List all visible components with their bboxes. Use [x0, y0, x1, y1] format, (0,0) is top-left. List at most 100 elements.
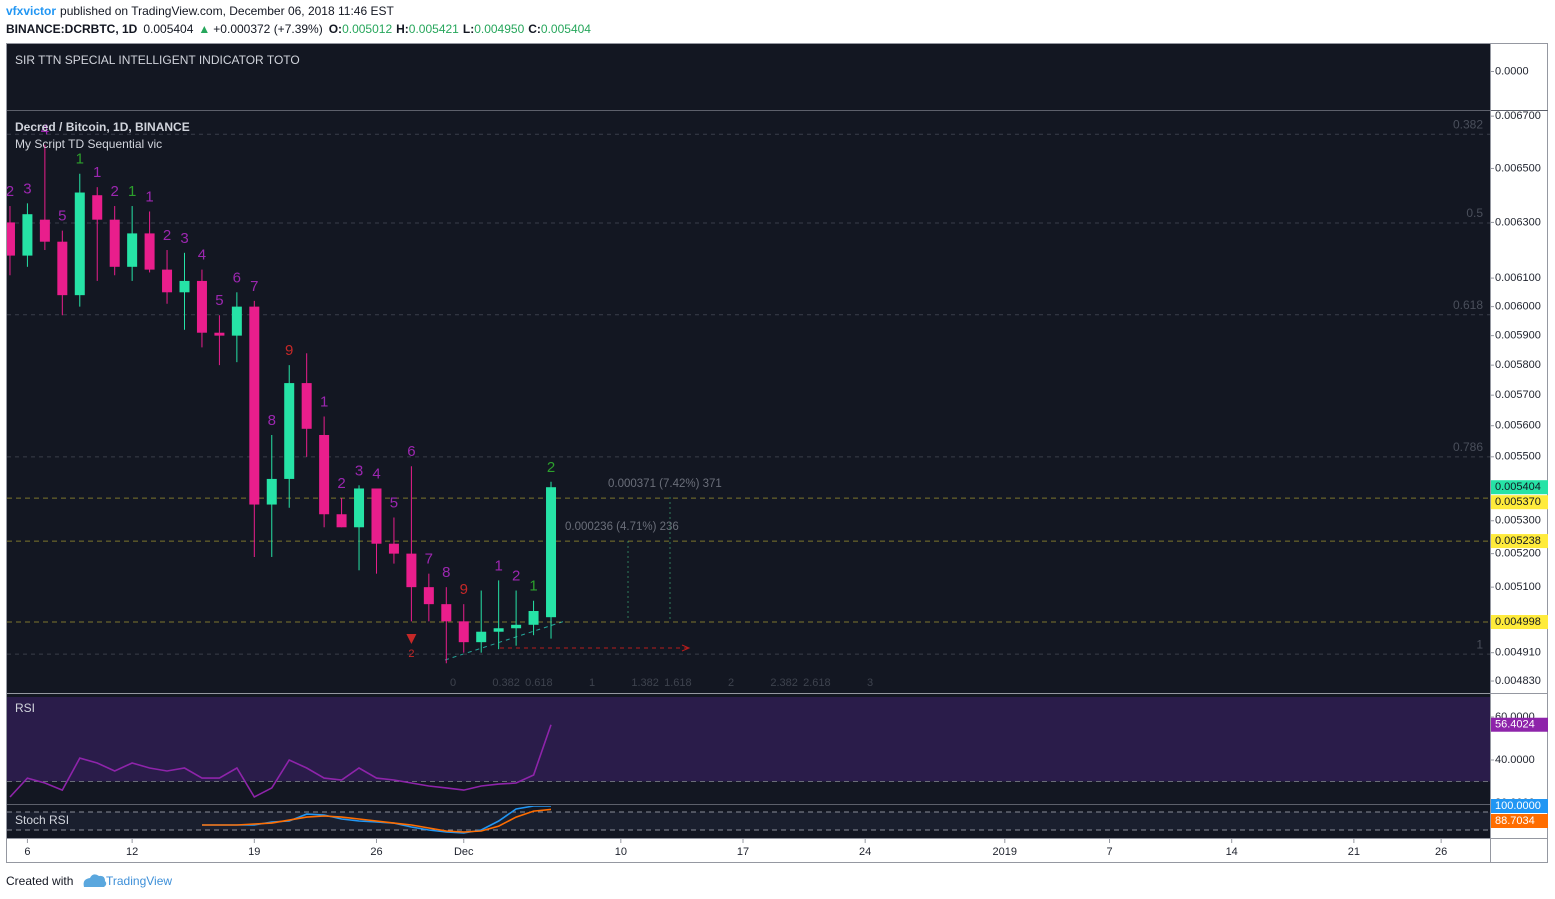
candle-body	[406, 553, 417, 588]
x-tick-label: 26	[1435, 846, 1447, 858]
td-count: 5	[390, 494, 398, 511]
signal-marker	[406, 634, 417, 644]
price-tag-label: 56.4024	[1495, 719, 1535, 731]
candle-body	[22, 214, 33, 256]
rsi-pane	[7, 697, 1490, 799]
x-tick-label: 21	[1348, 846, 1360, 858]
measure-label: 0.000371 (7.42%) 371	[608, 478, 722, 490]
price-tag	[1491, 717, 1548, 732]
ohlc-value: 0.005012	[342, 22, 392, 36]
candle-body	[441, 604, 452, 622]
y-tick-label: 0.005500	[1495, 451, 1541, 463]
y-tick-label: 0.005100	[1495, 581, 1541, 593]
axes: 0.0000 0.006700 0.006500 0.006300 0.006100 0.…	[24, 65, 1548, 858]
y-tick-label: 0.005200	[1495, 548, 1541, 560]
td-count: 4	[198, 247, 206, 264]
x-tick-label: 6	[24, 846, 30, 858]
price-tag	[1491, 814, 1548, 828]
time-fib-label: 0	[450, 677, 456, 689]
candle-body	[319, 434, 330, 515]
candle-body	[39, 219, 50, 242]
candle-body	[354, 488, 365, 528]
time-fib-label: 1	[589, 677, 595, 689]
x-tick-label: 24	[859, 846, 871, 858]
measure-label: 0.000236 (4.71%) 236	[565, 521, 679, 533]
change: +0.000372 (+7.39%)	[213, 22, 322, 36]
y-tick-label: 0.005700	[1495, 389, 1541, 401]
x-tick-label: 2019	[993, 846, 1017, 858]
y-tick-label: 0.005300	[1495, 515, 1541, 527]
candle-body	[284, 383, 295, 479]
candle-body	[7, 222, 15, 256]
y-tick-label: 0.006700	[1495, 110, 1541, 122]
price-pane: 0.000371 (7.42%) 371 0.000236 (4.71%) 23…	[6, 117, 1490, 689]
candle-body	[57, 241, 68, 296]
candle-body	[458, 621, 469, 643]
time-fib-label: 2.382	[770, 677, 798, 689]
td-count: 3	[23, 180, 31, 197]
ohlc-value: 0.005421	[409, 22, 459, 36]
y-tick-label: 0.005900	[1495, 330, 1541, 342]
x-tick-label: 26	[370, 846, 382, 858]
x-tick-label: 19	[248, 846, 260, 858]
td-count: 4	[372, 465, 380, 482]
publish-info: published on TradingView.com, December 0…	[60, 4, 394, 18]
arrow-head	[681, 644, 691, 652]
candle-body	[423, 587, 434, 605]
candle-body	[388, 543, 399, 554]
pane-title: RSI	[15, 701, 35, 715]
td-count: 6	[407, 443, 415, 460]
pane-title: Stoch RSI	[15, 813, 69, 827]
ohlc-key: O:	[329, 22, 342, 36]
y-tick-label: 0.005600	[1495, 420, 1541, 432]
x-tick-label: 12	[126, 846, 138, 858]
price-tag	[1491, 480, 1548, 495]
td-count: 5	[215, 292, 223, 309]
candle-body	[511, 624, 522, 629]
pane-title: Decred / Bitcoin, 1D, BINANCE	[15, 120, 190, 134]
signal-label: 2	[408, 648, 414, 660]
trend-line	[444, 620, 566, 661]
indicator-line	[202, 808, 552, 833]
ohlc-value: 0.005404	[541, 22, 591, 36]
candle-body	[179, 280, 190, 293]
brand-link[interactable]: TradingView	[106, 874, 172, 888]
indicator-line	[9, 724, 552, 799]
td-count: 8	[442, 564, 450, 581]
td-count: 2	[6, 183, 14, 200]
price-tag	[1491, 534, 1548, 549]
stoch-pane	[7, 806, 1490, 834]
price-tag	[1491, 799, 1548, 813]
y-tick-label: 0.006500	[1495, 162, 1541, 174]
ohlc-key: L:	[463, 22, 474, 36]
time-fib-label: 0.618	[525, 677, 553, 689]
fib-label: 1	[1476, 637, 1483, 651]
time-fib-label: 1.382	[631, 677, 659, 689]
author-link[interactable]: vfxvictor	[6, 4, 56, 18]
pane-subtitle: My Script TD Sequential vic	[15, 137, 162, 151]
fib-label: 0.786	[1453, 440, 1483, 454]
candle-body	[493, 628, 504, 632]
time-fib-label: 2	[728, 677, 734, 689]
td-count: 1	[76, 151, 84, 168]
td-count: 2	[337, 475, 345, 492]
candle-body	[109, 219, 120, 267]
footer-text: Created with	[6, 874, 73, 888]
price-tag	[1491, 495, 1548, 510]
y-tick-label: 0.004830	[1495, 675, 1541, 687]
candle-body	[162, 269, 173, 293]
time-fib-label: 1.618	[664, 677, 692, 689]
price-tag-label: 100.0000	[1495, 800, 1541, 812]
ohlc-key: C:	[528, 22, 541, 36]
pane-title: SIR TTN SPECIAL INTELLIGENT INDICATOR TO…	[15, 53, 300, 67]
x-tick-label: Dec	[454, 846, 474, 858]
change-arrow: ▲	[198, 22, 210, 36]
y-tick-label: 0.0000	[1495, 65, 1529, 77]
td-count: 4	[41, 122, 49, 139]
rsi-band	[7, 697, 1490, 782]
candle-body	[144, 233, 155, 270]
price-tag-label: 88.7034	[1495, 815, 1535, 827]
publish-line: vfxvictor published on TradingView.com, D…	[6, 4, 394, 18]
